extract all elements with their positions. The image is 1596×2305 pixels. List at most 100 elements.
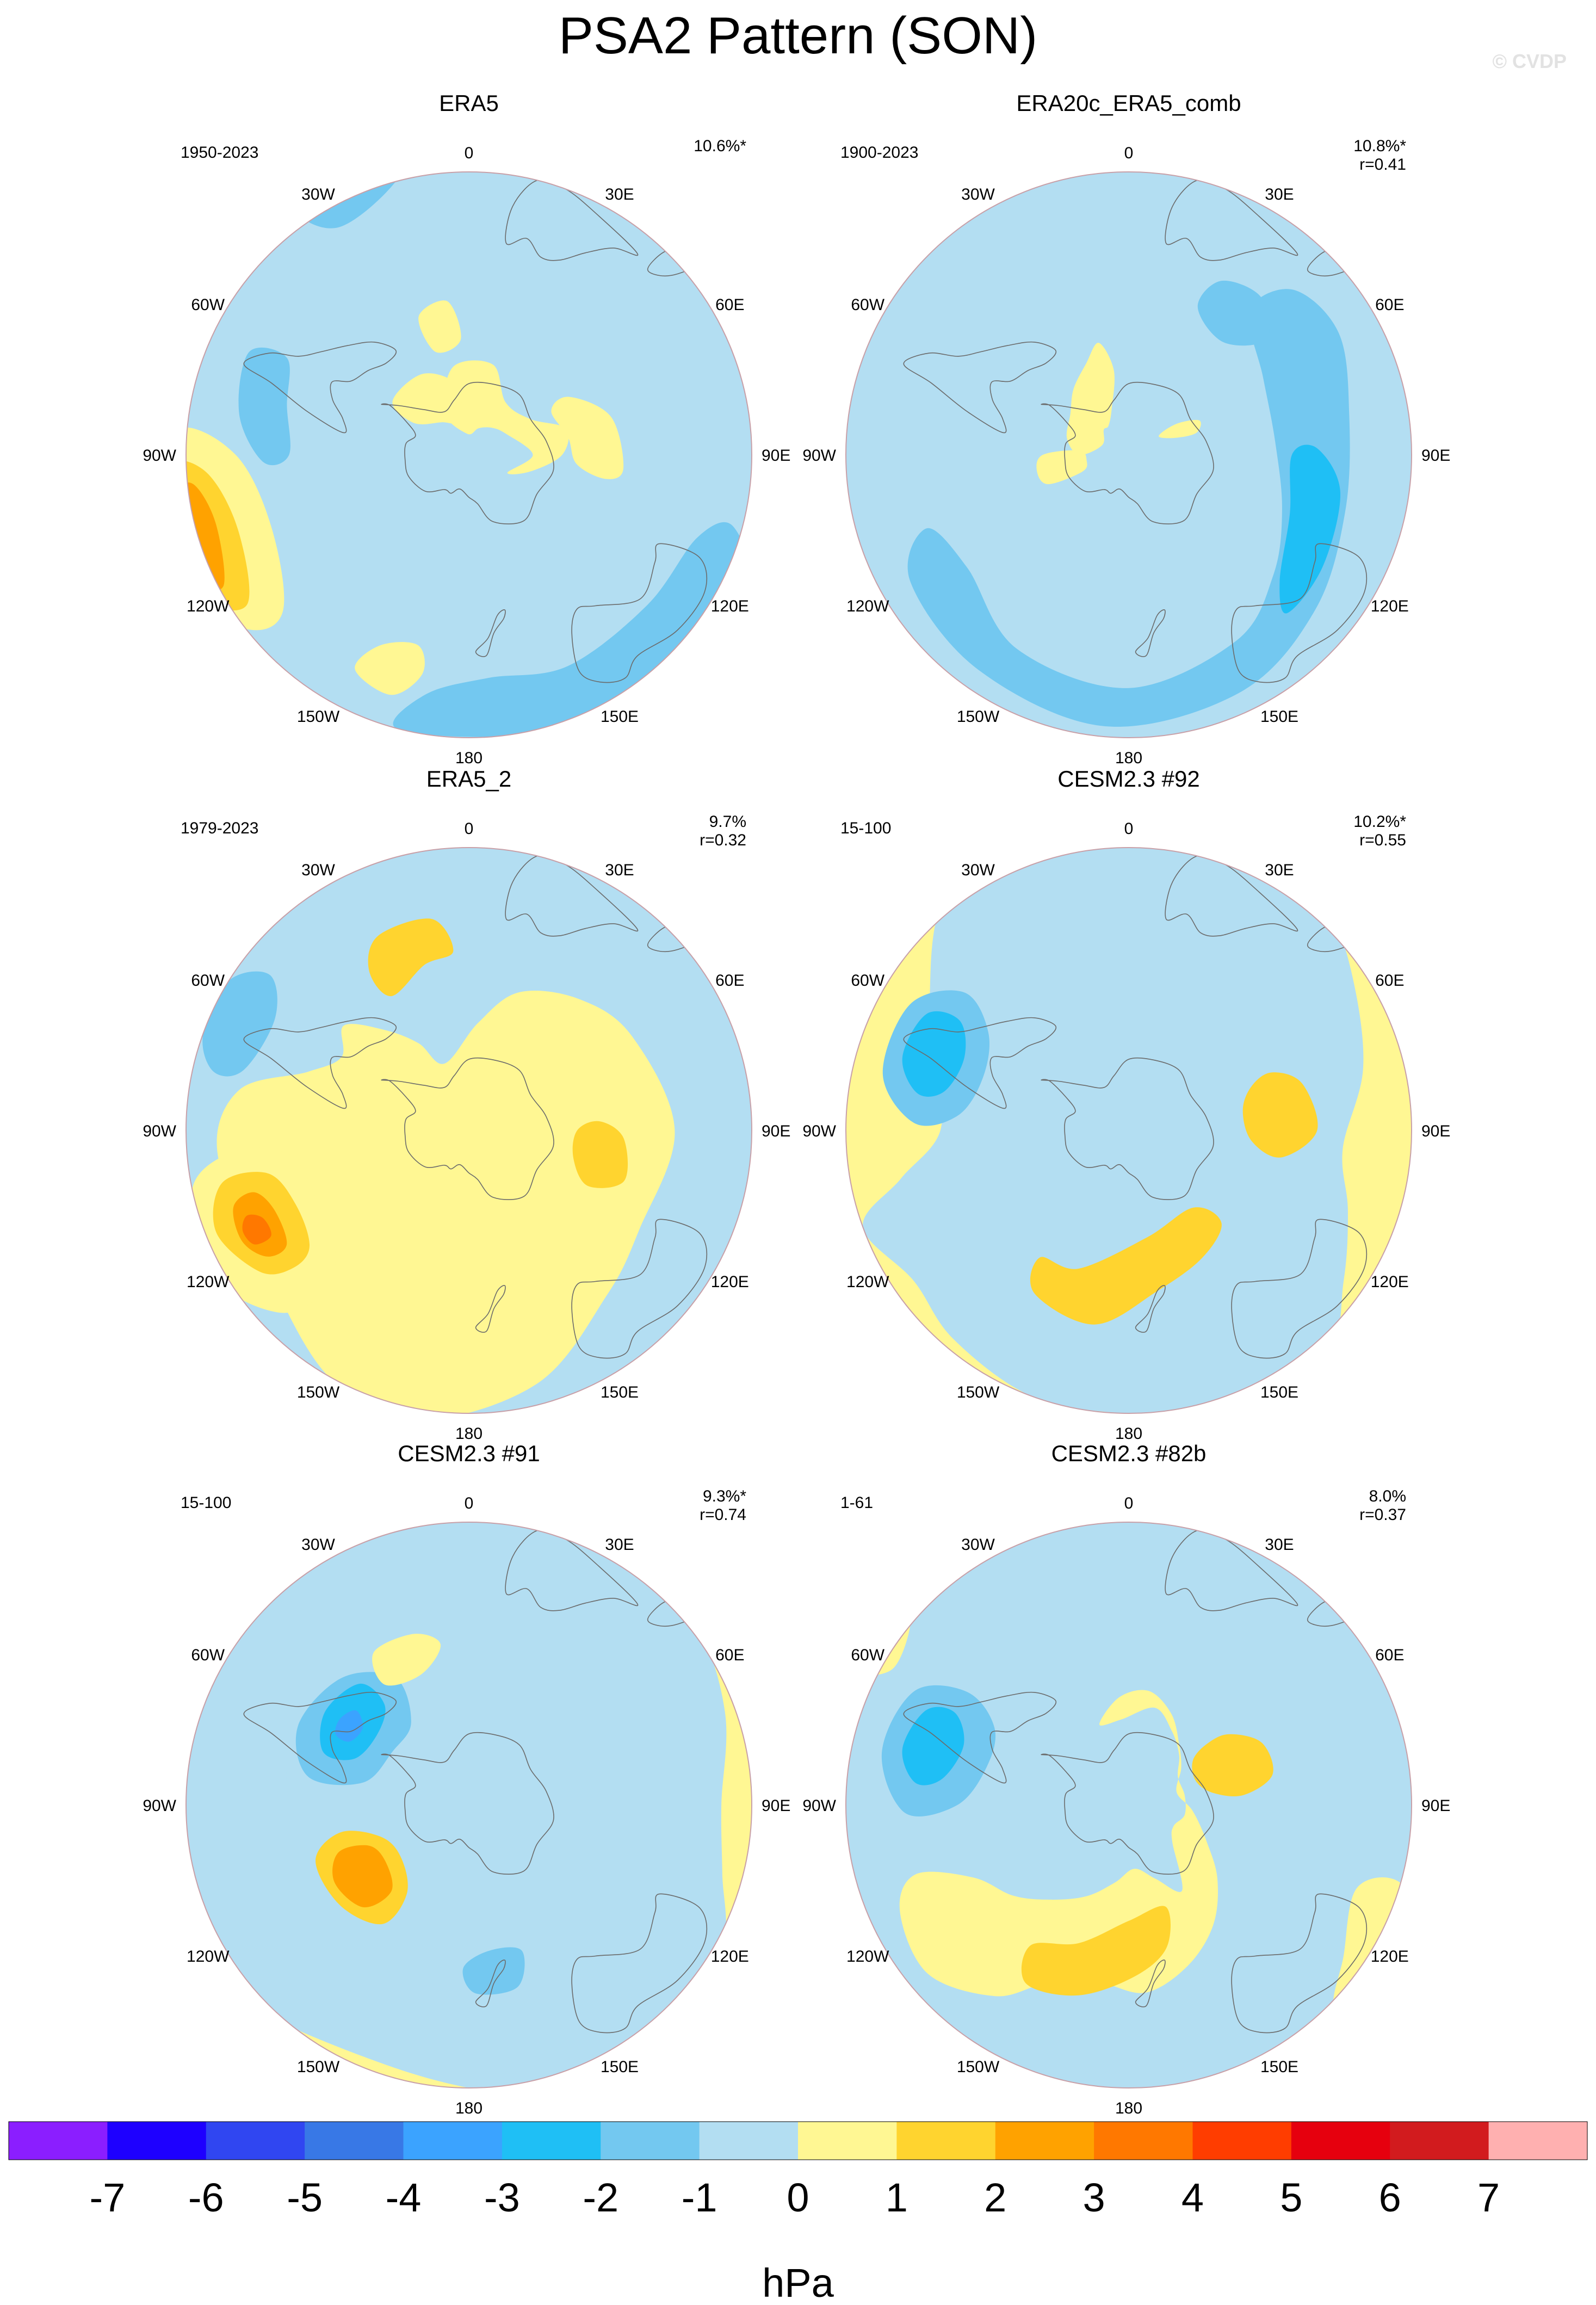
- coastline-africa: [1165, 1529, 1298, 1611]
- lon-label: 120W: [187, 1948, 230, 1966]
- colorbar-swatch: [798, 2122, 897, 2160]
- lon-label: 180: [1115, 749, 1142, 767]
- coastline-southAmerica: [903, 341, 1057, 434]
- contour-region: [1137, 1041, 1172, 1092]
- coastline-africa: [505, 179, 639, 261]
- lon-label: 90E: [1421, 447, 1450, 465]
- colorbar-swatch: [107, 2122, 207, 2160]
- colorbar-tick-label: 7: [1477, 2175, 1500, 2220]
- coastline-newZealand: [475, 1960, 506, 2007]
- lon-label: 120E: [1371, 597, 1409, 615]
- lon-label: 60W: [851, 1646, 884, 1664]
- contour-region: [902, 1707, 964, 1785]
- panel-title: ERA5_2: [426, 766, 511, 792]
- map-boundary: [185, 847, 752, 1414]
- lon-label: 30W: [961, 1536, 995, 1554]
- period-label: 1900-2023: [840, 144, 918, 162]
- lon-label: 30E: [605, 1536, 634, 1554]
- map-fill: [186, 172, 752, 738]
- figure-title: PSA2 Pattern (SON): [559, 7, 1037, 65]
- lon-label: 150E: [601, 708, 639, 726]
- map-fill: [186, 848, 752, 1413]
- lon-label: 150E: [1260, 2058, 1298, 2076]
- map-panel: 0 30E 60E 90E 120E 150E 180 150W 120W 90W 60W 30W ER…: [802, 90, 1450, 767]
- lon-label: 120E: [1371, 1948, 1409, 1966]
- lon-label: 30E: [1265, 861, 1294, 879]
- lon-label: 60E: [1375, 972, 1404, 990]
- lon-label: 150W: [297, 2058, 340, 2076]
- lon-label: 90W: [802, 447, 836, 465]
- lon-label: 90E: [762, 447, 790, 465]
- colorbar-swatch: [9, 2122, 108, 2160]
- coastline-southAmerica: [243, 1691, 397, 1784]
- contour-region: [489, 1748, 517, 1778]
- lon-label: 30W: [301, 186, 335, 203]
- lon-label: 120E: [711, 1948, 749, 1966]
- colorbar-tick-label: 0: [787, 2175, 809, 2220]
- variance-label: 9.7%: [709, 813, 746, 831]
- contour-region: [1036, 450, 1087, 485]
- lon-label: 90W: [802, 1797, 836, 1815]
- coastline-antarctica: [381, 1057, 554, 1200]
- lon-label: 30E: [1265, 1536, 1294, 1554]
- lon-label: 150E: [1260, 708, 1298, 726]
- lon-label: 0: [465, 144, 474, 162]
- contour-region: [1066, 343, 1115, 455]
- lon-label: 0: [465, 820, 474, 838]
- variance-label: 8.0%: [1369, 1487, 1406, 1505]
- variance-label: 10.8%*: [1353, 137, 1406, 155]
- coastline-southAmerica: [243, 1017, 397, 1109]
- variance-label: 10.6%*: [694, 137, 746, 155]
- panel-title: CESM2.3 #92: [1057, 766, 1199, 792]
- lon-label: 150E: [601, 2058, 639, 2076]
- coastline-newZealand: [1135, 1285, 1166, 1333]
- lon-label: 150E: [601, 1383, 639, 1401]
- colorbar-tick-label: -6: [188, 2175, 224, 2220]
- panels: 0 30E 60E 90E 120E 150E 180 150W 120W 90W 60W 30W ER…: [143, 90, 1450, 2117]
- period-label: 1979-2023: [181, 819, 258, 837]
- colorbar-swatch: [995, 2122, 1094, 2160]
- panel-title: ERA5: [439, 90, 499, 116]
- colorbar-swatch: [1390, 2122, 1489, 2160]
- contour-region: [238, 347, 290, 466]
- colorbar-swatch: [1192, 2122, 1292, 2160]
- coastline-antarctica: [1041, 1732, 1214, 1875]
- lon-label: 60E: [715, 296, 744, 314]
- coastline-southAmerica: [903, 1691, 1057, 1784]
- lon-label: 90E: [1421, 1797, 1450, 1815]
- contour-region: [1030, 1207, 1222, 1325]
- contour-region: [242, 1214, 271, 1245]
- correlation-label: r=0.41: [1359, 156, 1406, 174]
- variance-label: 10.2%*: [1353, 813, 1406, 831]
- contour-region: [372, 1634, 441, 1686]
- lon-label: 150W: [957, 708, 1000, 726]
- coastline-newZealand: [475, 609, 506, 657]
- lon-label: 150E: [1260, 1383, 1298, 1401]
- contour-region: [186, 172, 205, 401]
- map-panel: 0 30E 60E 90E 120E 150E 180 150W 120W 90W 60W 30W ER…: [143, 90, 790, 767]
- map-background: [186, 172, 752, 738]
- contour-region: [551, 397, 624, 479]
- colorbar-swatch: [502, 2122, 601, 2160]
- map-fill: [846, 172, 1412, 738]
- period-label: 1-61: [840, 1494, 873, 1512]
- colorbar-swatch: [699, 2122, 799, 2160]
- lon-label: 120W: [187, 597, 230, 615]
- contour-region: [863, 848, 1364, 1413]
- colorbar-swatch: [305, 2122, 404, 2160]
- colorbar-tick-label: -3: [484, 2175, 520, 2220]
- coastline-africa: [505, 855, 639, 937]
- lon-label: 150W: [957, 2058, 1000, 2076]
- colorbar-swatch: [206, 2122, 305, 2160]
- colorbar-tick-label: -5: [287, 2175, 323, 2220]
- correlation-label: r=0.55: [1359, 831, 1406, 849]
- lon-label: 30W: [961, 186, 995, 203]
- contour-region: [443, 360, 569, 474]
- colorbar-swatch: [403, 2122, 503, 2160]
- period-label: 15-100: [840, 819, 891, 837]
- colorbar-tick-label: -4: [386, 2175, 422, 2220]
- lon-label: 60E: [715, 972, 744, 990]
- lon-label: 180: [1115, 1425, 1142, 1443]
- map-boundary: [185, 1522, 752, 2088]
